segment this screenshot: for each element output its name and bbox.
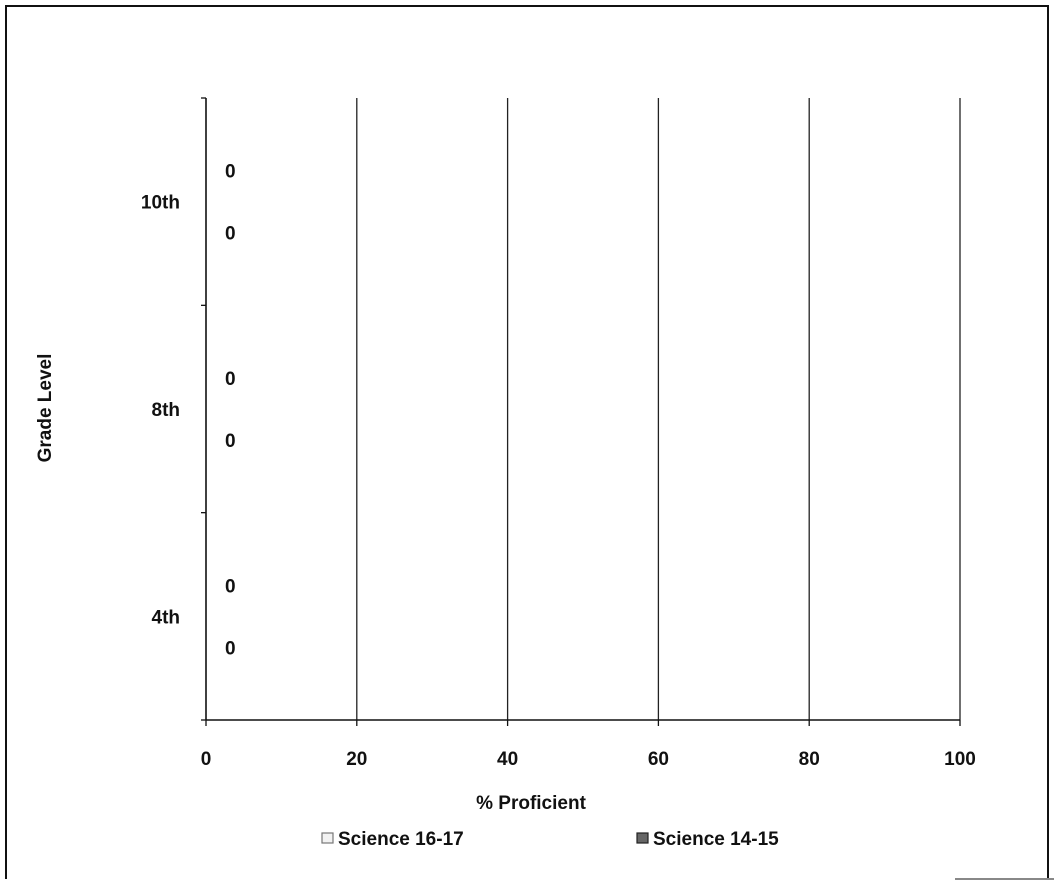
legend-item-1: Science 16-17 xyxy=(321,829,464,850)
legend-item-2: Science 14-15 xyxy=(636,829,779,850)
y-tick-labels: 4th 8th 10th xyxy=(141,193,180,629)
x-tick-label-20: 20 xyxy=(346,749,367,770)
chart-frame xyxy=(5,5,1049,879)
y-tick-label-8th: 8th xyxy=(152,400,181,421)
legend-label-1: Science 16-17 xyxy=(338,829,464,850)
x-tick-label-40: 40 xyxy=(497,749,518,770)
data-labels: 0 0 0 0 0 0 xyxy=(225,162,236,660)
legend-swatch-1 xyxy=(321,832,334,844)
y-tick-label-10th: 10th xyxy=(141,193,180,214)
legend-swatch-2 xyxy=(636,832,649,844)
x-tick-label-80: 80 xyxy=(799,749,820,770)
axes xyxy=(201,97,961,726)
y-axis-title: Grade Level xyxy=(35,354,56,463)
bottom-rule xyxy=(955,878,1054,880)
data-label-10th-series-1: 0 xyxy=(225,162,236,183)
data-label-8th-series-1: 0 xyxy=(225,369,236,390)
gridlines xyxy=(356,98,961,720)
y-tick-label-4th: 4th xyxy=(152,607,181,628)
x-axis-title: % Proficient xyxy=(476,793,586,814)
legend-label-2: Science 14-15 xyxy=(653,829,779,850)
data-label-4th-series-2: 0 xyxy=(225,638,236,659)
x-tick-label-100: 100 xyxy=(944,749,976,770)
x-tick-label-60: 60 xyxy=(648,749,669,770)
data-label-8th-series-2: 0 xyxy=(225,431,236,452)
legend: Science 16-17 Science 14-15 xyxy=(321,829,779,850)
data-label-4th-series-1: 0 xyxy=(225,576,236,597)
x-tick-label-0: 0 xyxy=(201,749,212,770)
data-label-10th-series-2: 0 xyxy=(225,224,236,245)
x-tick-labels: 0 20 40 60 80 100 xyxy=(201,749,976,770)
